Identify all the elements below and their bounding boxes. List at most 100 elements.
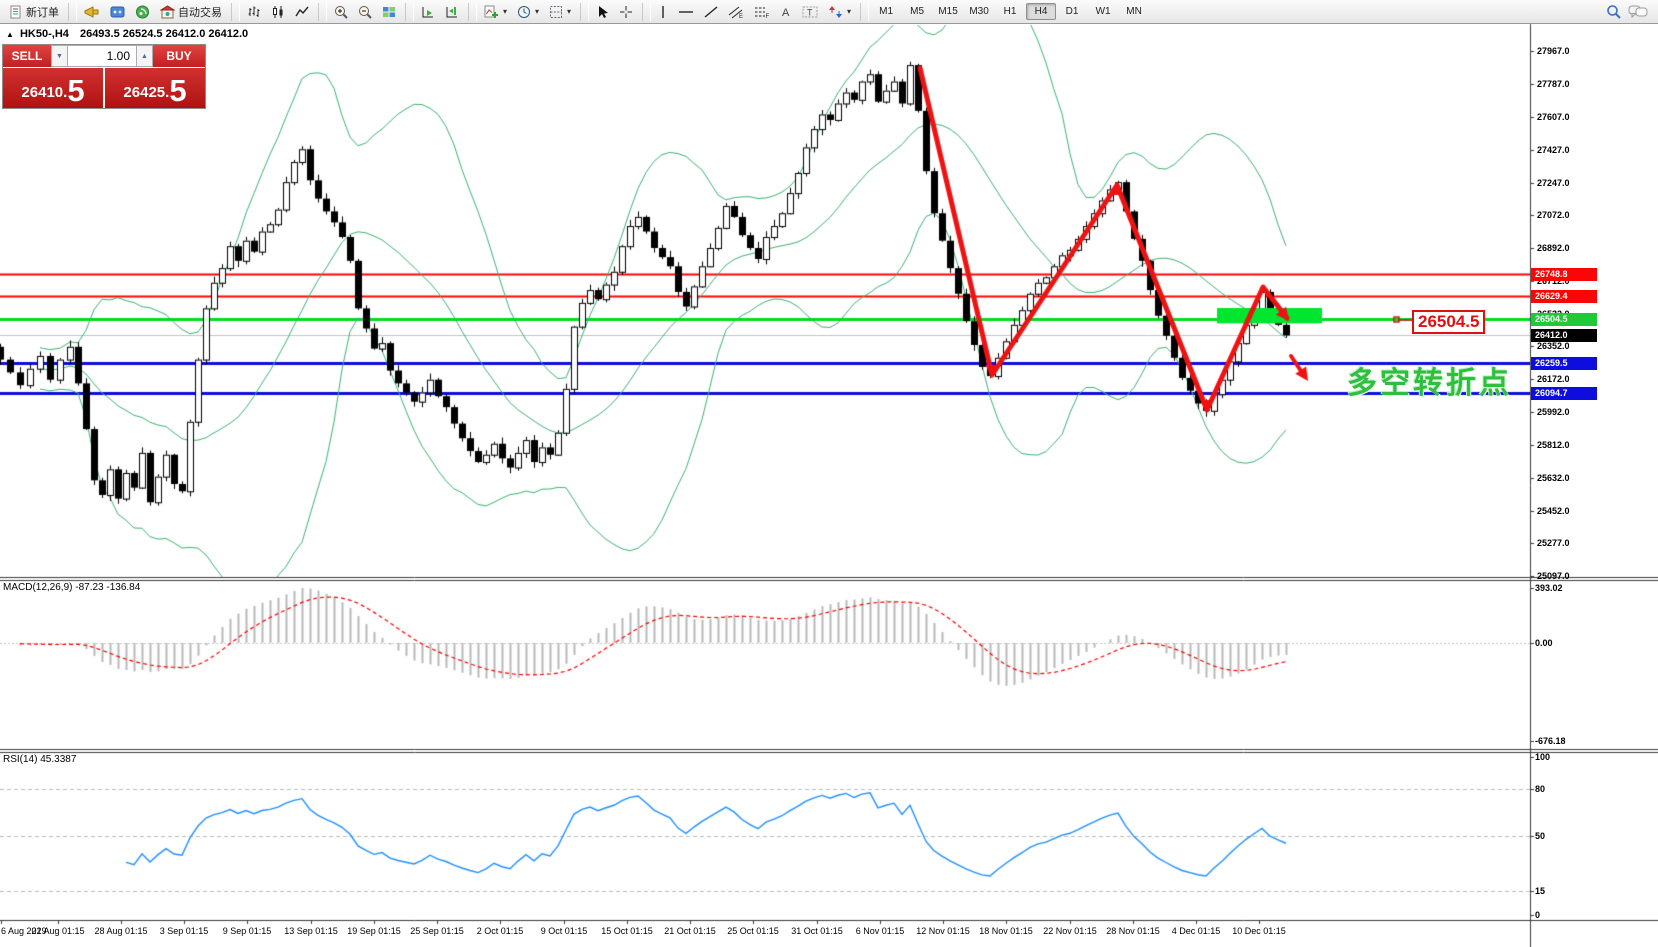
- time-tick-label: 3 Sep 01:15: [159, 926, 209, 936]
- time-tick-label: 9 Sep 01:15: [222, 926, 272, 936]
- candlestick-chart-button[interactable]: [266, 1, 290, 23]
- arrows-button[interactable]: ▾: [823, 1, 856, 23]
- auto-trading-label: 自动交易: [178, 6, 222, 19]
- sell-button[interactable]: SELL: [3, 45, 51, 67]
- equidistant-channel-button[interactable]: E: [723, 1, 749, 23]
- time-tick-label: 4 Dec 01:15: [1171, 926, 1221, 936]
- time-tick-label: 25 Oct 01:15: [727, 926, 779, 936]
- signals-button[interactable]: [130, 1, 155, 23]
- auto-scroll-icon: [422, 6, 433, 17]
- tile-windows-button[interactable]: [377, 1, 401, 23]
- rsi-tick: 15: [1535, 886, 1546, 896]
- fibonacci-icon: F: [755, 7, 770, 19]
- price-tick: 25097.0: [1537, 571, 1570, 581]
- text-label-button[interactable]: T: [797, 1, 823, 23]
- horizontal-line-button[interactable]: [673, 1, 699, 23]
- sell-price-main: 26410.: [21, 84, 68, 101]
- alerts-trumpet-button[interactable]: [79, 1, 105, 23]
- trendline-button[interactable]: [699, 1, 723, 23]
- clock-icon: [518, 5, 531, 18]
- price-badge: 26094.7: [1531, 386, 1597, 400]
- search-icon[interactable]: [1606, 4, 1622, 20]
- indicators-add-icon: [484, 5, 498, 18]
- time-tick-label: 13 Sep 01:15: [284, 926, 338, 936]
- time-tick-label: 22 Aug 01:15: [31, 926, 85, 936]
- sell-price-display[interactable]: 26410. 5: [3, 68, 103, 108]
- chart-shift-button[interactable]: [440, 1, 464, 23]
- timeframe-button-d1[interactable]: D1: [1065, 6, 1079, 17]
- tile-windows-icon: [383, 6, 395, 17]
- price-tick: 26172.0: [1537, 374, 1570, 384]
- timeframe-button-m15[interactable]: M15: [938, 6, 958, 17]
- timeframe-button-h4[interactable]: H4: [1026, 3, 1057, 20]
- line-chart-icon: [295, 6, 309, 16]
- text-button[interactable]: A: [775, 1, 797, 23]
- auto-scroll-button[interactable]: [416, 1, 440, 23]
- timeframe-button-m30[interactable]: M30: [969, 6, 989, 17]
- bar-chart-button[interactable]: [242, 1, 266, 23]
- templates-button[interactable]: ▾: [544, 1, 576, 23]
- price-annotation-box[interactable]: 26504.5: [1412, 310, 1486, 334]
- macd-tick: -676.18: [1535, 736, 1566, 746]
- buy-button[interactable]: BUY: [153, 45, 205, 67]
- fibonacci-button[interactable]: F: [749, 1, 775, 23]
- arrows-icon: [829, 5, 843, 18]
- time-tick-label: 28 Aug 01:15: [94, 926, 148, 936]
- auto-trading-button[interactable]: 自动交易: [155, 1, 227, 23]
- symbol-period-label: HK50-,H4: [19, 28, 69, 40]
- separator: [860, 2, 870, 21]
- timeframe-group: M1 M5 M15 M30 H1 H4 D1 W1 MN: [871, 3, 1149, 20]
- buy-price-display[interactable]: 26425. 5: [105, 68, 205, 108]
- chat-icon[interactable]: [1628, 4, 1648, 20]
- price-tick: 25812.0: [1537, 440, 1570, 450]
- price-tick: 27427.0: [1537, 145, 1570, 155]
- rsi-tick: 0: [1535, 910, 1541, 920]
- svg-text:F: F: [766, 14, 770, 19]
- price-badge: 26259.5: [1531, 356, 1597, 370]
- new-order-button[interactable]: 新订单: [4, 1, 64, 23]
- timeframe-button-w1[interactable]: W1: [1095, 6, 1111, 17]
- zoom-out-button[interactable]: [353, 1, 377, 23]
- timeframe-button-mn[interactable]: MN: [1126, 6, 1142, 17]
- separator: [642, 2, 652, 21]
- zoom-in-button[interactable]: [329, 1, 353, 23]
- macd-tick: 393.02: [1535, 583, 1563, 593]
- timeframe-button-h1[interactable]: H1: [1003, 6, 1017, 17]
- new-order-icon: [10, 5, 21, 18]
- volume-increase-button[interactable]: ▲: [136, 45, 153, 67]
- time-tick-label: 22 Nov 01:15: [1043, 926, 1097, 936]
- time-tick-label: 10 Dec 01:15: [1232, 926, 1286, 936]
- rsi-tick: 80: [1535, 784, 1546, 794]
- cursor-icon: [599, 5, 609, 18]
- market-box-icon: [160, 4, 175, 18]
- volume-decrease-button[interactable]: ▼: [51, 45, 68, 67]
- price-tick: 27967.0: [1537, 46, 1570, 56]
- text-label-icon: T: [802, 6, 818, 17]
- dropdown-caret-icon: ▾: [535, 7, 540, 16]
- timeframe-button-m5[interactable]: M5: [910, 6, 925, 17]
- indicators-button[interactable]: ▾: [479, 1, 512, 23]
- cursor-button[interactable]: [591, 1, 614, 23]
- price-badge: 26504.5: [1531, 312, 1597, 326]
- text-icon: A: [782, 7, 790, 19]
- time-tick-label: 28 Nov 01:15: [1106, 926, 1160, 936]
- collapse-triangle-icon[interactable]: ▲: [6, 30, 14, 39]
- price-badge: 26748.8: [1531, 267, 1597, 281]
- crosshair-button[interactable]: [614, 1, 638, 23]
- time-tick-label: 25 Sep 01:15: [410, 926, 464, 936]
- rsi-label: RSI(14) 45.3387: [3, 754, 77, 765]
- line-chart-button[interactable]: [290, 1, 314, 23]
- rsi-tick: 50: [1535, 831, 1546, 841]
- periods-button[interactable]: ▾: [512, 1, 544, 23]
- vertical-line-button[interactable]: [653, 1, 673, 23]
- time-tick-label: 21 Oct 01:15: [664, 926, 716, 936]
- price-tick: 25992.0: [1537, 407, 1570, 417]
- time-tick-label: 12 Nov 01:15: [916, 926, 970, 936]
- separator: [318, 2, 327, 21]
- mql5-community-button[interactable]: [105, 1, 130, 23]
- timeframe-button-m1[interactable]: M1: [879, 6, 894, 17]
- macd-tick: 0.00: [1535, 638, 1553, 648]
- volume-input[interactable]: 1.00: [68, 45, 136, 67]
- crosshair-icon: [620, 5, 633, 18]
